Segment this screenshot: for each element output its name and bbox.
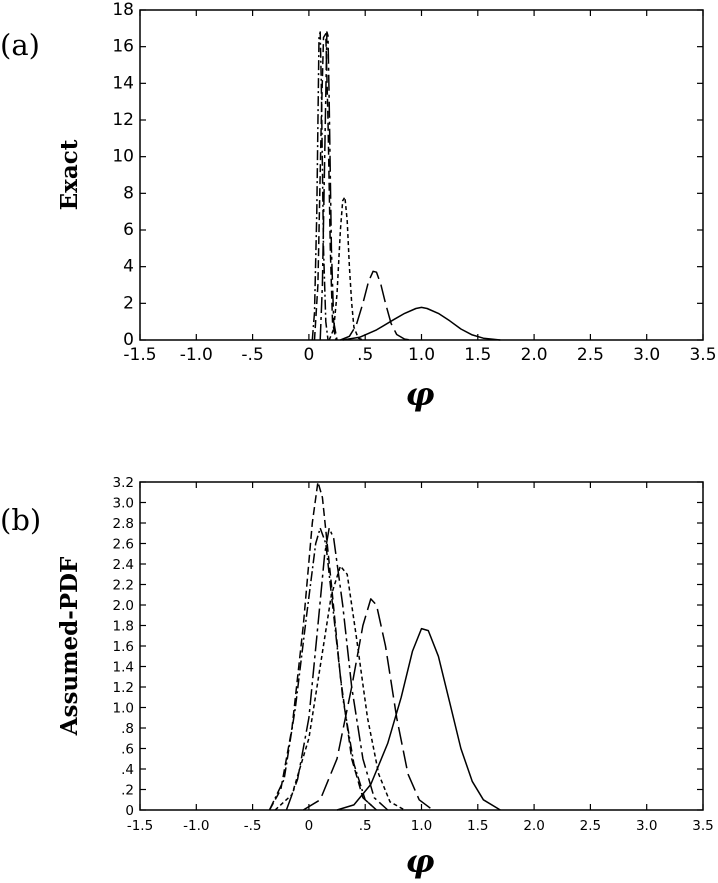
panel-a-frame	[139, 9, 704, 341]
y-tick-label: 2.2	[113, 578, 134, 594]
panel-b-x-ticks: -1.5 -1.0 -.5 0 .5 1.0 1.5 2.0 2.5 3.0 3.5	[127, 482, 714, 834]
y-tick-label: 1.4	[113, 660, 134, 676]
panel-a-y-ticks: 0 2 4 6 8 10 12 14 16 18	[112, 0, 703, 350]
y-tick-label: .2	[121, 783, 134, 799]
panel-b-y-axis-label: Assumed-PDF	[56, 556, 83, 736]
y-tick-label: 2.4	[113, 557, 134, 573]
series-line-long-dash-dot	[285, 527, 389, 811]
y-tick-label: .6	[121, 742, 134, 758]
x-tick-label: 1.5	[467, 818, 488, 834]
y-tick-label: 1.0	[113, 701, 134, 717]
panel-a-series	[311, 31, 501, 341]
y-tick-label: 14	[112, 73, 134, 93]
y-tick-label: 0	[125, 803, 134, 819]
series-line-long-dash	[302, 598, 434, 811]
y-tick-label: 2.0	[113, 598, 134, 614]
y-tick-label: 2	[123, 293, 134, 313]
x-tick-label: 2.0	[523, 818, 544, 834]
y-tick-label: 3.2	[113, 475, 134, 491]
x-tick-label: -1.5	[127, 818, 153, 834]
y-tick-label: .8	[121, 721, 134, 737]
y-tick-label: 8	[123, 183, 134, 203]
panel-a-x-ticks: -1.5 -1.0 -.5 0 .5 1.0 1.5 2.0 2.5 3.0 3.5	[123, 10, 717, 365]
x-tick-label: 1.0	[408, 345, 435, 365]
panel-a-x-axis-label: φ	[406, 375, 435, 413]
y-tick-label: .4	[121, 762, 134, 778]
series-line-solid	[336, 627, 501, 811]
x-tick-label: -1.5	[123, 345, 156, 365]
panel-b-x-axis-label: φ	[406, 842, 435, 880]
y-tick-label: 1.6	[113, 639, 134, 655]
y-tick-label: 1.2	[113, 680, 134, 696]
y-tick-label: 18	[112, 0, 134, 20]
panel-b-series	[268, 481, 501, 811]
panel-b-label: (b)	[0, 503, 41, 537]
x-tick-label: 2.5	[577, 345, 604, 365]
y-tick-label: 1.8	[113, 619, 134, 635]
series-line-long-dash-dot	[319, 31, 338, 341]
y-tick-label: 10	[112, 147, 134, 167]
x-tick-label: .5	[357, 345, 373, 365]
y-tick-label: 3.0	[113, 496, 134, 512]
series-line-short-dash	[274, 565, 405, 811]
y-tick-label: 2.8	[113, 516, 134, 532]
series-line-dash-dot	[311, 31, 329, 341]
x-tick-label: 1.0	[411, 818, 432, 834]
x-tick-label: 1.5	[464, 345, 491, 365]
series-line-dash-dot	[268, 527, 378, 811]
x-tick-label: 3.5	[689, 345, 716, 365]
panel-a: (a) -1.5 -1.0 -.5 0 .5 1.0 1.5 2.0 2.5 3.0 3.5 0 2 4…	[0, 0, 717, 413]
y-tick-label: 12	[112, 110, 134, 130]
x-tick-label: 0	[305, 818, 314, 834]
y-tick-label: 4	[123, 257, 134, 277]
y-tick-label: 0	[123, 330, 134, 350]
panel-b-y-ticks: 0 .2 .4 .6 .8 1.0 1.2 1.4 1.6 1.8 2.0 2.2 2.4 2.6 2.8 3…	[113, 475, 703, 819]
panel-a-label: (a)	[0, 28, 40, 62]
series-line-dash	[313, 33, 337, 341]
panel-b: (b) -1.5 -1.0 -.5 0 .5 1.0 1.5 2.0 2.5 3.0 3.5 0 .2…	[0, 475, 714, 880]
x-tick-label: 3.0	[636, 818, 657, 834]
y-tick-label: 2.6	[113, 537, 134, 553]
series-line-solid	[342, 306, 501, 341]
x-tick-label: -1.0	[183, 818, 209, 834]
y-tick-label: 16	[112, 37, 134, 57]
panel-a-y-axis-label: Exact	[56, 139, 83, 210]
series-line-long-dash	[340, 270, 411, 341]
x-tick-label: -1.0	[180, 345, 213, 365]
x-tick-label: 3.0	[633, 345, 660, 365]
x-tick-label: 2.0	[521, 345, 548, 365]
x-tick-label: -.5	[241, 345, 263, 365]
x-tick-label: 2.5	[580, 818, 601, 834]
x-tick-label: -.5	[244, 818, 262, 834]
x-tick-label: 0	[303, 345, 314, 365]
x-tick-label: .5	[359, 818, 372, 834]
x-tick-label: 3.5	[692, 818, 713, 834]
y-tick-label: 6	[123, 220, 134, 240]
series-line-short-dash	[328, 196, 364, 341]
panel-b-frame	[139, 481, 704, 811]
